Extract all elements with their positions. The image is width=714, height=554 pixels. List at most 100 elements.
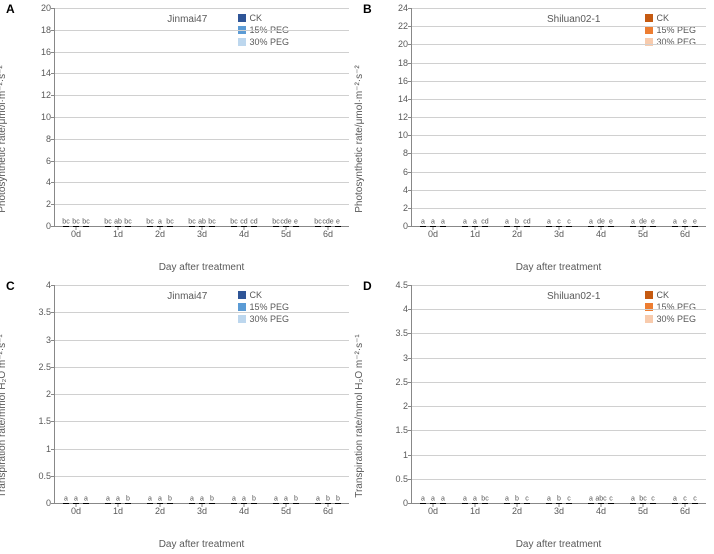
error-cap — [325, 226, 331, 227]
error-cap — [283, 503, 289, 504]
significance-label: ab — [198, 218, 206, 225]
significance-label: e — [294, 218, 298, 225]
error-cap — [640, 503, 646, 504]
x-axis-label: Day after treatment — [411, 539, 706, 550]
significance-label: c — [567, 495, 571, 502]
grid-line — [55, 30, 349, 31]
error-cap — [514, 226, 520, 227]
significance-label: bc — [82, 218, 89, 225]
error-cap — [315, 226, 321, 227]
error-cap — [147, 503, 153, 504]
error-cap — [546, 226, 552, 227]
y-tick-label: 1 — [46, 444, 55, 454]
error-cap — [115, 226, 121, 227]
y-tick-label: 2 — [403, 401, 412, 411]
significance-label: e — [609, 218, 613, 225]
error-cap — [73, 226, 79, 227]
error-cap — [430, 226, 436, 227]
figure-grid: A Photosynthetic rate/μmol·m⁻²·s⁻² Day aft… — [0, 0, 714, 554]
grid-line — [412, 172, 706, 173]
significance-label: e — [693, 218, 697, 225]
y-tick-label: 3 — [46, 335, 55, 345]
y-tick-label: 2.5 — [38, 362, 55, 372]
y-tick-label: 2.5 — [395, 377, 412, 387]
legend-swatch — [238, 14, 246, 22]
grid-line — [412, 26, 706, 27]
significance-label: a — [158, 495, 162, 502]
error-cap — [273, 503, 279, 504]
significance-label: a — [473, 495, 477, 502]
error-cap — [209, 503, 215, 504]
legend-label: 30% PEG — [249, 37, 289, 47]
error-cap — [199, 503, 205, 504]
y-tick-label: 14 — [398, 94, 412, 104]
error-cap — [335, 503, 341, 504]
significance-label: c — [683, 495, 687, 502]
significance-label: a — [505, 218, 509, 225]
grid-line — [412, 285, 706, 286]
error-cap — [231, 226, 237, 227]
error-cap — [420, 226, 426, 227]
error-cap — [630, 503, 636, 504]
legend-label: 30% PEG — [656, 37, 696, 47]
error-cap — [167, 226, 173, 227]
significance-label: a — [200, 495, 204, 502]
y-tick-label: 0 — [46, 221, 55, 231]
x-axis-label: Day after treatment — [54, 262, 349, 273]
legend-label: 30% PEG — [656, 314, 696, 324]
y-tick-label: 1 — [403, 450, 412, 460]
plot-area: Shiluan02-1CK15% PEG30% PEG00.511.522.53… — [411, 285, 706, 504]
y-tick-label: 6 — [46, 156, 55, 166]
grid-line — [55, 161, 349, 162]
significance-label: a — [421, 495, 425, 502]
legend-label: CK — [656, 13, 669, 23]
significance-label: a — [158, 218, 162, 225]
error-cap — [588, 503, 594, 504]
significance-label: bc — [314, 218, 321, 225]
grid-line — [55, 285, 349, 286]
y-tick-label: 4.5 — [395, 280, 412, 290]
y-tick-label: 8 — [46, 134, 55, 144]
panel-letter: A — [6, 2, 15, 16]
legend-swatch — [645, 14, 653, 22]
significance-label: b — [336, 495, 340, 502]
grid-line — [55, 73, 349, 74]
significance-label: c — [557, 218, 561, 225]
grid-line — [412, 99, 706, 100]
error-cap — [692, 226, 698, 227]
significance-label: a — [74, 495, 78, 502]
error-cap — [115, 503, 121, 504]
significance-label: bc — [62, 218, 69, 225]
error-cap — [650, 503, 656, 504]
y-tick-label: 3.5 — [395, 328, 412, 338]
error-cap — [167, 503, 173, 504]
error-cap — [315, 503, 321, 504]
legend-swatch — [645, 26, 653, 34]
significance-label: a — [84, 495, 88, 502]
error-cap — [251, 226, 257, 227]
y-tick-label: 16 — [41, 47, 55, 57]
error-cap — [598, 226, 604, 227]
significance-label: a — [116, 495, 120, 502]
grid-line — [412, 455, 706, 456]
y-axis-label: Photosynthetic rate/μmol·m⁻²·s⁻² — [354, 65, 365, 212]
significance-label: b — [252, 495, 256, 502]
significance-label: bc — [72, 218, 79, 225]
significance-label: bc — [639, 495, 646, 502]
error-cap — [83, 503, 89, 504]
significance-label: a — [589, 495, 593, 502]
significance-label: a — [148, 495, 152, 502]
legend-item: CK — [645, 12, 696, 24]
significance-label: e — [336, 218, 340, 225]
significance-label: b — [294, 495, 298, 502]
error-cap — [504, 503, 510, 504]
error-cap — [73, 503, 79, 504]
error-cap — [241, 503, 247, 504]
significance-label: a — [190, 495, 194, 502]
panel-B: BPhotosynthetic rate/μmol·m⁻²·s⁻²Day aft… — [357, 0, 714, 277]
grid-line — [412, 479, 706, 480]
error-cap — [462, 503, 468, 504]
y-axis-label: Transpiration rate/mmol H₂O m⁻²·s⁻¹ — [0, 334, 8, 498]
grid-line — [55, 367, 349, 368]
legend: CK15% PEG30% PEG — [645, 289, 696, 325]
